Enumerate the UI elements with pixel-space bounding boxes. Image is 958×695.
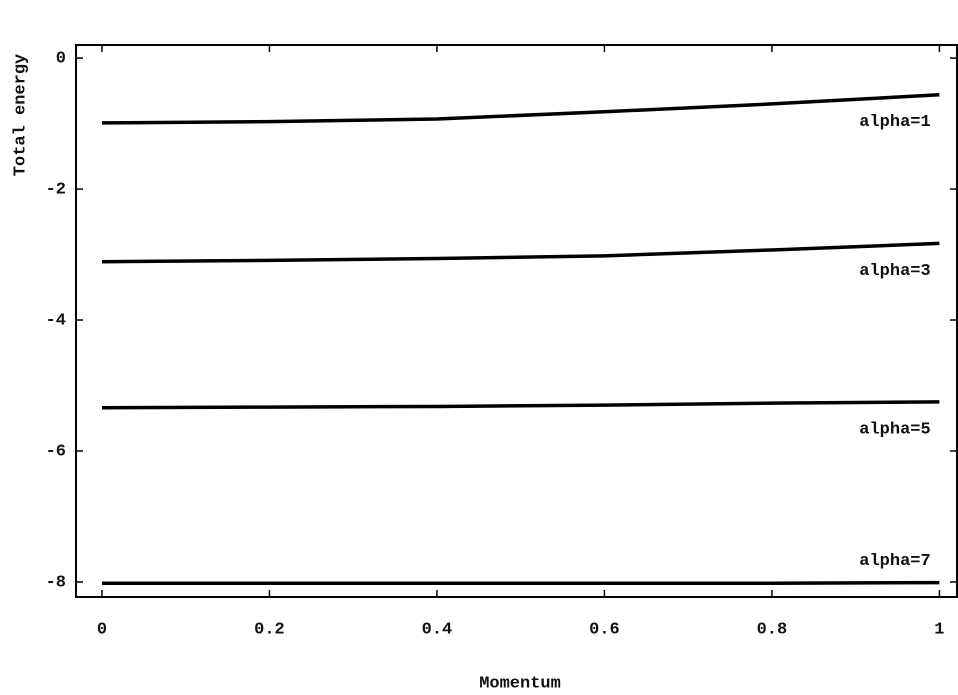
y-tick-label: -8: [46, 573, 66, 592]
plot-frame: [75, 44, 958, 598]
series-line: [101, 580, 940, 585]
x-tick-label: 0.6: [589, 620, 620, 639]
y-axis-title: Total energy: [11, 54, 30, 176]
x-tick-label: 1: [934, 620, 944, 639]
y-tick-label: -6: [46, 442, 66, 461]
y-tick-label: -2: [46, 181, 66, 200]
x-tick-label: 0: [97, 620, 107, 639]
series-label: alpha=3: [859, 262, 930, 281]
x-tick-label: 0.8: [757, 620, 788, 639]
series-label: alpha=7: [859, 552, 930, 571]
y-tick-label: 0: [56, 50, 66, 69]
x-axis-title: Momentum: [479, 674, 561, 693]
y-tick-label: -4: [46, 312, 66, 331]
series-label: alpha=1: [859, 113, 930, 132]
series-line: [101, 241, 940, 264]
series-line: [101, 400, 940, 410]
series-label: alpha=5: [859, 420, 930, 439]
x-tick-label: 0.2: [254, 620, 285, 639]
x-tick-label: 0.4: [422, 620, 453, 639]
series-line: [101, 93, 940, 125]
